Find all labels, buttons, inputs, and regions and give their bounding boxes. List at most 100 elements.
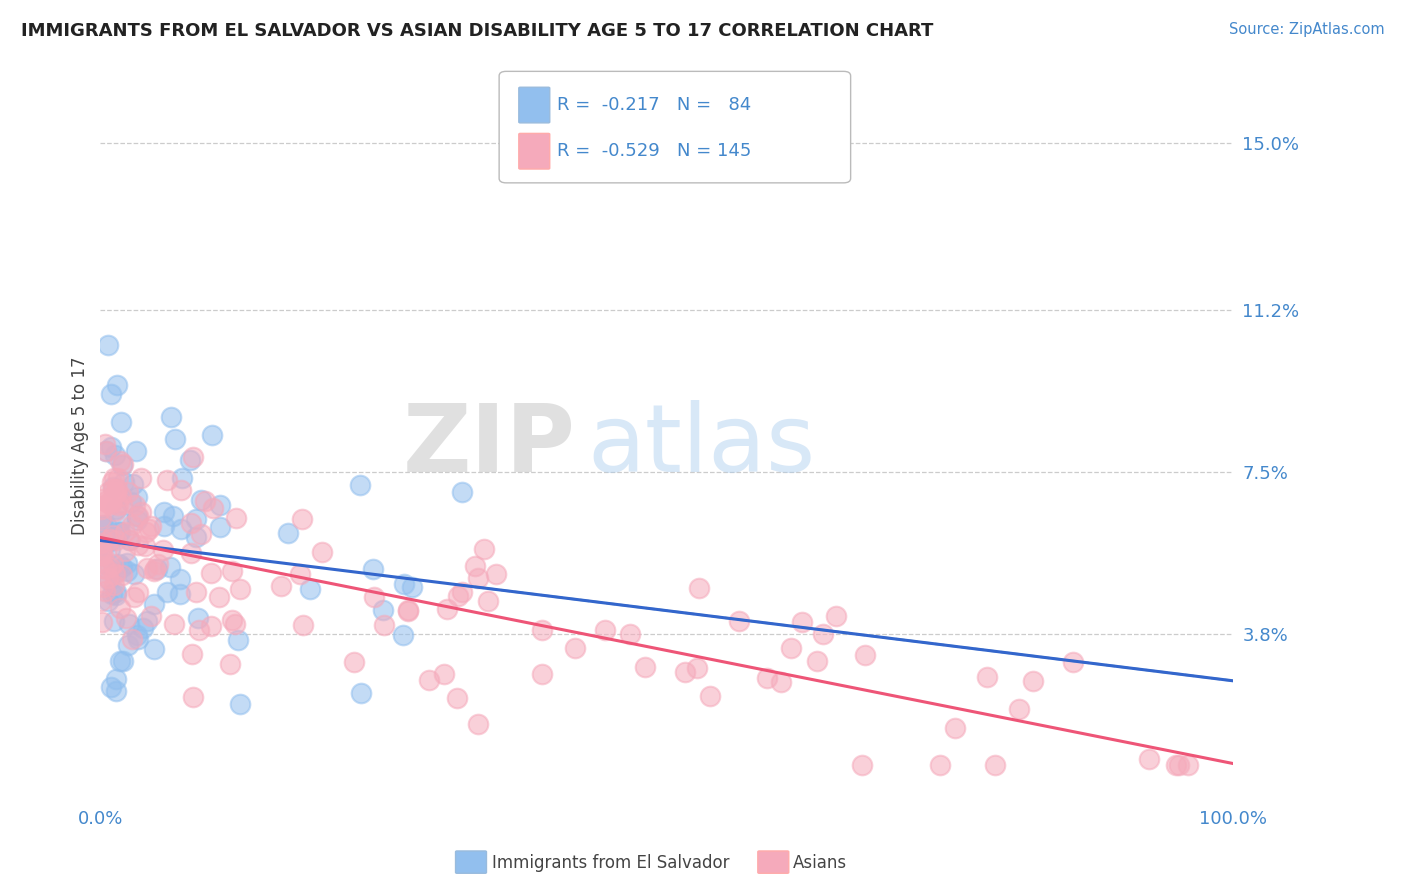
Point	[90, 510, 112, 524]
Point	[138, 522, 160, 536]
Point	[152, 543, 174, 558]
Point	[1164, 758, 1187, 772]
Point	[472, 542, 495, 557]
Point	[94, 562, 117, 576]
Point	[122, 476, 145, 491]
Point	[770, 674, 793, 689]
Point	[396, 603, 419, 617]
Point	[200, 619, 222, 633]
Point	[98, 534, 121, 549]
Point	[200, 566, 222, 580]
Point	[311, 545, 333, 559]
Point	[184, 530, 207, 544]
Point	[396, 604, 419, 618]
Point	[813, 627, 835, 641]
Text: Asians: Asians	[793, 854, 846, 871]
Text: R =  -0.217   N =   84: R = -0.217 N = 84	[557, 95, 751, 113]
Point	[107, 498, 129, 512]
Text: ZIP: ZIP	[404, 400, 576, 491]
Point	[202, 500, 225, 515]
Point	[94, 584, 117, 599]
Point	[929, 758, 952, 772]
Point	[98, 533, 121, 547]
Point	[218, 657, 240, 671]
Point	[181, 450, 204, 464]
Point	[90, 545, 112, 559]
Point	[105, 533, 128, 547]
Point	[209, 519, 232, 533]
Point	[108, 514, 131, 528]
Point	[101, 587, 124, 601]
Point	[467, 716, 489, 731]
Point	[90, 548, 112, 562]
Point	[391, 628, 413, 642]
Point	[194, 494, 217, 508]
Point	[90, 594, 112, 608]
Point	[90, 540, 112, 554]
Point	[105, 501, 128, 516]
Point	[108, 525, 131, 540]
Point	[446, 691, 468, 706]
Point	[105, 566, 128, 580]
Point	[111, 457, 134, 471]
Point	[806, 654, 828, 668]
Point	[350, 686, 373, 700]
Point	[120, 533, 142, 547]
Point	[673, 665, 696, 680]
Point	[180, 546, 202, 560]
Point	[93, 556, 115, 570]
Point	[135, 614, 157, 628]
Text: IMMIGRANTS FROM EL SALVADOR VS ASIAN DISABILITY AGE 5 TO 17 CORRELATION CHART: IMMIGRANTS FROM EL SALVADOR VS ASIAN DIS…	[21, 22, 934, 40]
Point	[169, 572, 191, 586]
Point	[108, 558, 131, 572]
Text: R =  -0.529   N = 145: R = -0.529 N = 145	[557, 142, 751, 160]
Point	[129, 505, 152, 519]
Point	[122, 590, 145, 604]
Point	[277, 525, 299, 540]
Point	[531, 624, 554, 638]
Point	[464, 559, 486, 574]
Point	[129, 471, 152, 485]
Point	[101, 480, 124, 494]
Point	[780, 641, 803, 656]
Point	[851, 758, 873, 772]
Point	[180, 516, 202, 531]
Point	[108, 454, 131, 468]
Point	[115, 556, 138, 570]
Point	[146, 562, 169, 576]
Point	[118, 616, 141, 631]
Point	[209, 498, 232, 512]
Point	[93, 437, 115, 451]
Point	[135, 560, 157, 574]
Text: Immigrants from El Salvador: Immigrants from El Salvador	[492, 854, 730, 871]
Point	[125, 444, 148, 458]
Point	[792, 615, 814, 630]
Point	[112, 654, 135, 668]
Point	[105, 485, 128, 500]
Point	[110, 415, 132, 429]
Point	[108, 524, 131, 539]
Point	[127, 585, 149, 599]
Point	[97, 338, 120, 352]
Point	[135, 524, 157, 539]
Point	[188, 623, 211, 637]
Point	[125, 513, 148, 527]
Point	[142, 642, 165, 657]
Point	[976, 670, 998, 684]
Point	[152, 518, 174, 533]
Y-axis label: Disability Age 5 to 17: Disability Age 5 to 17	[72, 356, 89, 535]
Point	[97, 571, 120, 585]
Point	[564, 641, 586, 656]
Point	[418, 673, 440, 688]
Point	[1167, 758, 1189, 772]
Point	[593, 623, 616, 637]
Point	[291, 512, 314, 526]
Point	[160, 409, 183, 424]
Point	[141, 609, 163, 624]
Point	[943, 721, 966, 735]
Point	[127, 632, 149, 647]
Point	[371, 603, 394, 617]
Point	[124, 498, 146, 512]
Point	[1021, 673, 1043, 688]
Point	[103, 614, 125, 628]
